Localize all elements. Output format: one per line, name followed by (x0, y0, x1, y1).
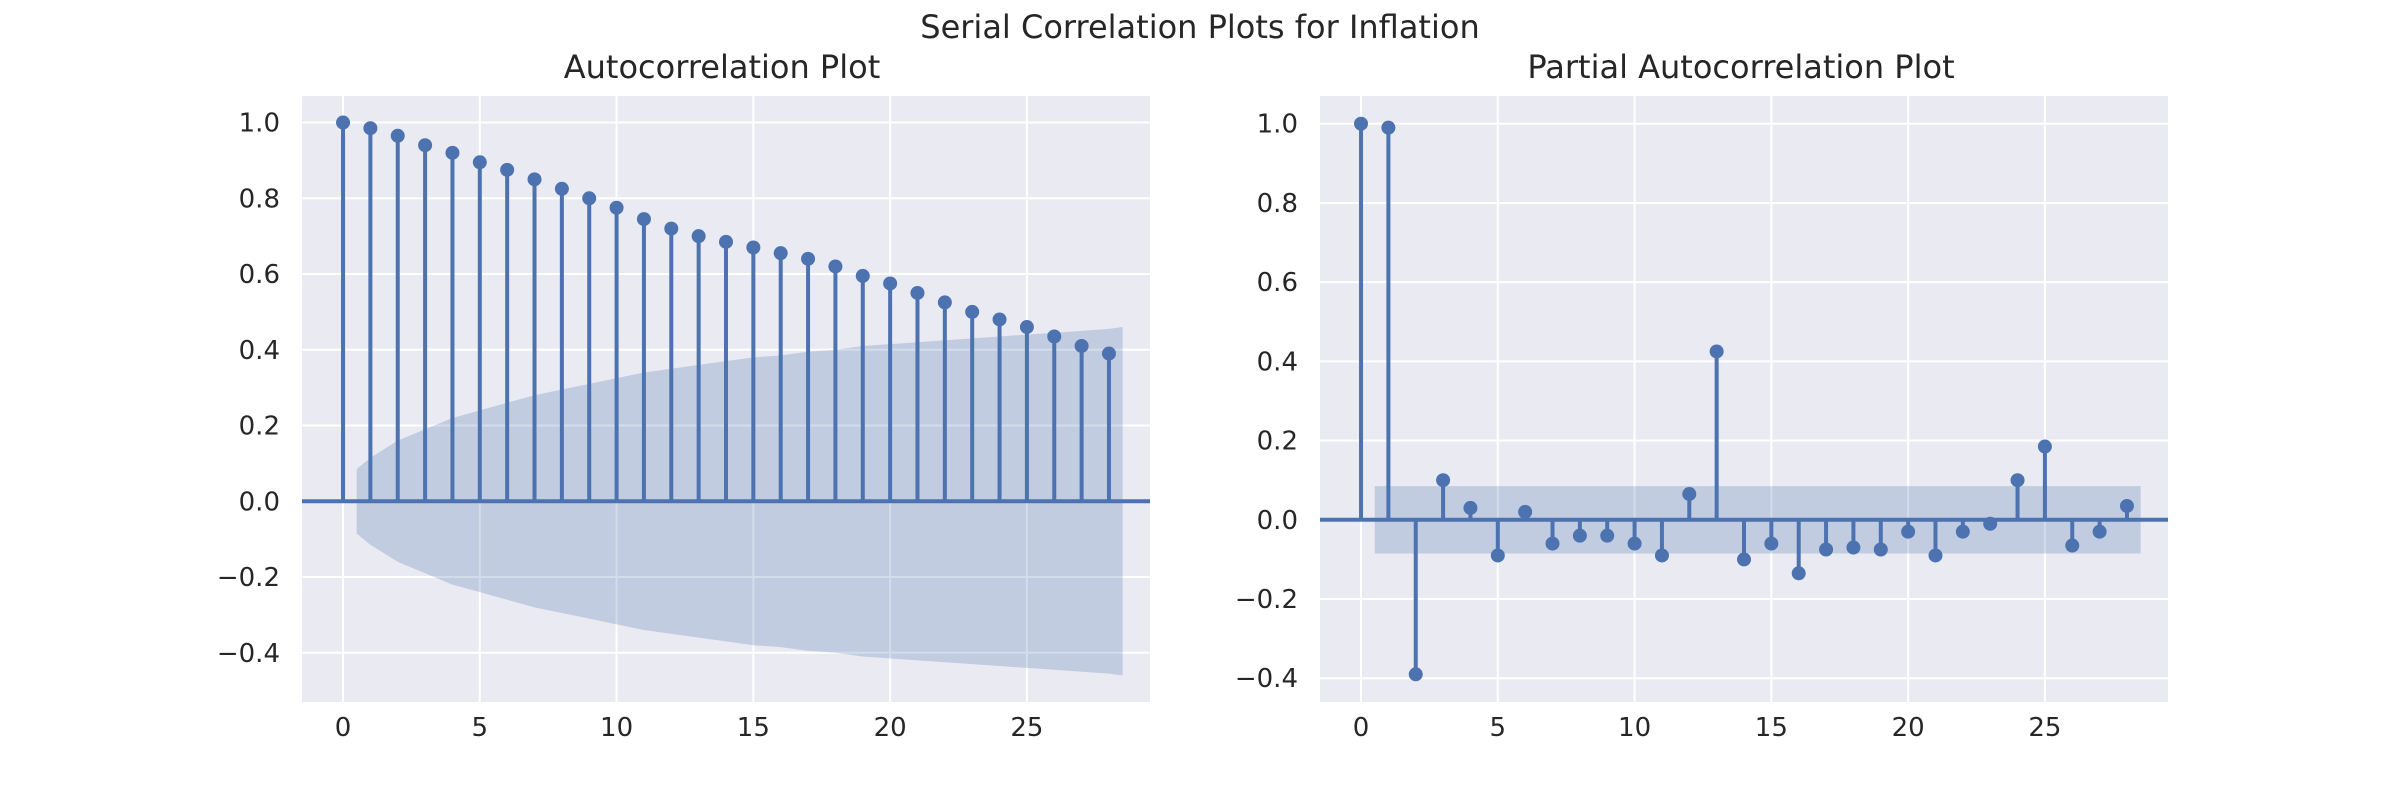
acf-x-tick-label: 0 (335, 713, 352, 743)
acf-point-lag-15 (746, 240, 761, 255)
pacf-plot-axes: 0 5 10 15 20 25 −0.4 −0.2 0.0 0.2 0.4 0.6 0.8 1.0 Part… (1235, 48, 2168, 743)
acf-x-tick-label: 20 (874, 713, 907, 743)
pacf-point-lag-16 (1791, 566, 1806, 581)
acf-y-tick-label: 1.0 (239, 109, 280, 139)
acf-y-tick-label: 0.0 (239, 487, 280, 517)
pacf-point-lag-10 (1627, 536, 1642, 551)
acf-point-lag-20 (883, 276, 898, 291)
pacf-y-tick-label: 0.2 (1257, 427, 1298, 457)
acf-point-lag-17 (801, 251, 816, 266)
pacf-x-tick-label: 10 (1618, 713, 1651, 743)
acf-y-tick-label: 0.6 (239, 260, 280, 290)
acf-point-lag-4 (445, 145, 460, 160)
pacf-point-lag-6 (1518, 504, 1533, 519)
pacf-point-lag-5 (1490, 548, 1505, 563)
acf-point-lag-1 (363, 121, 378, 136)
acf-point-lag-7 (527, 172, 542, 187)
acf-x-tick-label: 15 (737, 713, 770, 743)
pacf-x-tick-label: 25 (2028, 713, 2061, 743)
pacf-x-tick-label: 0 (1353, 713, 1370, 743)
acf-point-lag-3 (418, 138, 433, 153)
acf-point-lag-9 (582, 191, 597, 206)
pacf-point-lag-23 (1983, 516, 1998, 531)
pacf-y-tick-label: 1.0 (1257, 110, 1298, 140)
pacf-x-tick-label: 5 (1490, 713, 1507, 743)
pacf-point-lag-14 (1737, 552, 1751, 567)
pacf-point-lag-15 (1764, 536, 1779, 551)
pacf-point-lag-7 (1545, 536, 1560, 551)
acf-x-tick-label: 10 (600, 713, 633, 743)
pacf-point-lag-18 (1846, 540, 1861, 555)
pacf-point-lag-17 (1819, 542, 1834, 557)
acf-point-lag-2 (390, 128, 405, 143)
pacf-point-lag-0 (1354, 116, 1369, 131)
pacf-point-lag-22 (1955, 524, 1970, 539)
pacf-point-lag-28 (2119, 498, 2134, 513)
pacf-point-lag-26 (2065, 538, 2080, 553)
acf-point-lag-6 (500, 162, 515, 177)
acf-y-tick-label: −0.4 (217, 639, 280, 669)
acf-point-lag-10 (609, 200, 624, 215)
acf-point-lag-21 (910, 285, 925, 300)
pacf-point-lag-19 (1873, 542, 1888, 557)
acf-point-lag-19 (855, 268, 870, 283)
figure-suptitle: Serial Correlation Plots for Inflation (920, 8, 1479, 46)
acf-point-lag-25 (1019, 320, 1034, 335)
pacf-point-lag-24 (2010, 473, 2025, 488)
pacf-point-lag-8 (1572, 528, 1587, 543)
pacf-point-lag-3 (1436, 473, 1451, 488)
acf-point-lag-16 (773, 246, 788, 261)
pacf-y-tick-label: −0.4 (1235, 664, 1298, 694)
acf-point-lag-18 (828, 259, 843, 274)
pacf-plot-background (1320, 96, 2168, 702)
acf-point-lag-22 (937, 295, 952, 310)
acf-point-lag-13 (691, 229, 706, 244)
acf-point-lag-11 (636, 212, 651, 227)
acf-point-lag-12 (664, 221, 679, 236)
pacf-point-lag-21 (1928, 548, 1943, 563)
pacf-point-lag-13 (1709, 344, 1724, 359)
pacf-y-tick-label: −0.2 (1235, 585, 1298, 615)
pacf-point-lag-20 (1901, 524, 1916, 539)
pacf-point-lag-4 (1463, 500, 1478, 515)
acf-point-lag-5 (472, 155, 487, 170)
acf-point-lag-23 (965, 304, 980, 319)
pacf-plot-title: Partial Autocorrelation Plot (1527, 48, 1954, 86)
pacf-x-tick-label: 20 (1892, 713, 1925, 743)
pacf-point-lag-27 (2092, 524, 2107, 539)
pacf-point-lag-11 (1654, 548, 1669, 563)
pacf-point-lag-12 (1682, 487, 1697, 502)
acf-point-lag-14 (719, 234, 733, 249)
acf-plot-title: Autocorrelation Plot (564, 48, 880, 86)
pacf-point-lag-2 (1408, 667, 1423, 682)
acf-y-tick-label: 0.2 (239, 412, 280, 442)
acf-point-lag-26 (1047, 329, 1062, 344)
pacf-y-tick-label: 0.0 (1257, 506, 1298, 536)
acf-y-tick-label: 0.8 (239, 184, 280, 214)
pacf-y-tick-label: 0.4 (1257, 347, 1298, 377)
pacf-point-lag-9 (1600, 528, 1615, 543)
pacf-y-tick-label: 0.6 (1257, 268, 1298, 298)
acf-point-lag-28 (1101, 346, 1116, 361)
acf-point-lag-27 (1074, 338, 1089, 353)
acf-plot-axes: 0 5 10 15 20 25 −0.4 −0.2 0.0 0.2 0.4 0.6 0.8 1.0 Auto… (217, 48, 1150, 743)
pacf-point-lag-25 (2037, 439, 2052, 454)
acf-y-tick-label: 0.4 (239, 336, 280, 366)
acf-x-tick-label: 25 (1010, 713, 1043, 743)
acf-point-lag-8 (554, 181, 569, 196)
acf-x-tick-label: 5 (472, 713, 489, 743)
acf-point-lag-24 (992, 312, 1007, 327)
acf-point-lag-0 (336, 115, 351, 130)
pacf-x-tick-label: 15 (1755, 713, 1788, 743)
acf-y-tick-label: −0.2 (217, 563, 280, 593)
pacf-y-tick-label: 0.8 (1257, 189, 1298, 219)
pacf-point-lag-1 (1381, 120, 1396, 135)
